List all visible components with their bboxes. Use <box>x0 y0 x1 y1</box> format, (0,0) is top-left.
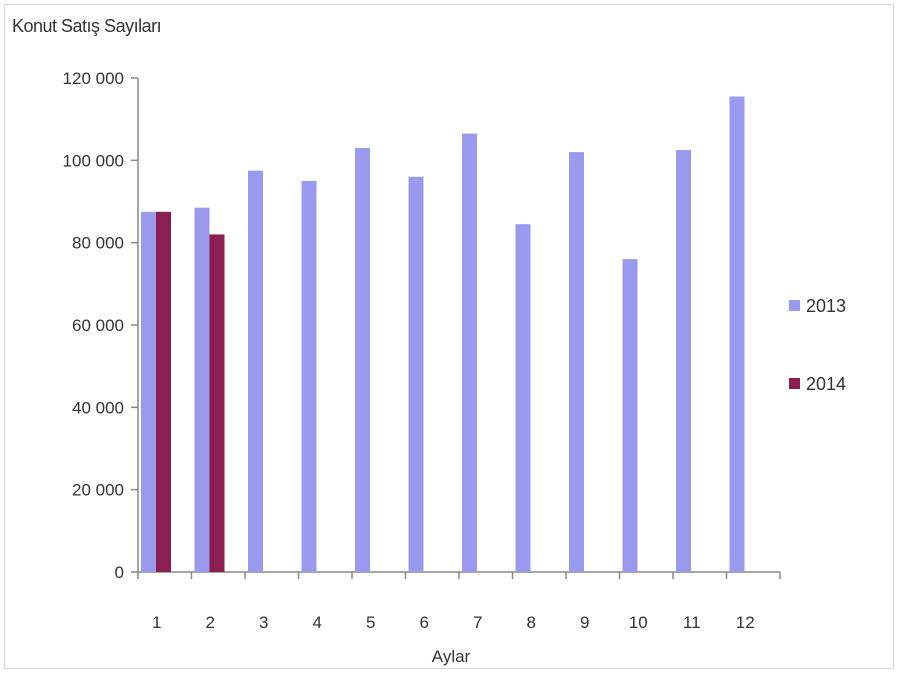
y-tick-label: 100 000 <box>63 151 124 170</box>
chart-legend: 2013 2014 <box>789 296 846 394</box>
y-tick-label: 40 000 <box>72 398 124 417</box>
bar-2013-4 <box>301 180 317 572</box>
x-tick-label: 9 <box>580 613 589 632</box>
y-tick-label: 20 000 <box>72 481 124 500</box>
y-tick-label: 0 <box>115 563 124 582</box>
bar-2013-12 <box>729 96 745 573</box>
bar-2013-2 <box>194 207 210 573</box>
x-tick-label: 4 <box>313 613 322 632</box>
bar-2013-5 <box>355 147 370 572</box>
x-tick-label: 7 <box>473 613 482 632</box>
y-tick-label: 60 000 <box>72 316 124 335</box>
bar-2013-1 <box>141 211 156 572</box>
x-tick-label: 10 <box>629 613 648 632</box>
bar-2013-8 <box>515 224 531 572</box>
x-tick-label: 11 <box>683 613 701 632</box>
x-tick-label: 6 <box>420 613 429 632</box>
bar-2014-1 <box>156 211 171 572</box>
chart-axes <box>131 77 781 579</box>
bar-2013-9 <box>569 152 584 572</box>
x-tick-label: 8 <box>527 613 536 632</box>
legend-label-2014: 2014 <box>806 374 846 394</box>
chart-labels: 0 20 000 40 000 60 000 80 000 100 000 120 000 1… <box>63 69 755 666</box>
bar-2013-3 <box>248 170 263 572</box>
x-tick-label: 1 <box>152 613 161 632</box>
x-tick-label: 3 <box>259 613 268 632</box>
bar-2013-10 <box>622 259 638 572</box>
x-axis-title: Aylar <box>432 647 471 666</box>
legend-swatch-2013 <box>789 300 800 311</box>
x-tick-label: 2 <box>206 613 215 632</box>
y-tick-label: 120 000 <box>63 69 124 88</box>
y-tick-label: 80 000 <box>72 234 124 253</box>
bar-2013-7 <box>462 133 477 572</box>
chart-bars <box>141 96 745 573</box>
legend-label-2013: 2013 <box>806 296 846 316</box>
legend-swatch-2014 <box>789 378 800 389</box>
chart-title: Konut Satış Sayıları <box>12 16 162 36</box>
bar-2013-6 <box>408 176 424 573</box>
bar-2014-2 <box>209 234 225 572</box>
x-tick-label: 12 <box>736 613 755 632</box>
bar-2013-11 <box>676 150 691 572</box>
x-tick-label: 5 <box>366 613 375 632</box>
